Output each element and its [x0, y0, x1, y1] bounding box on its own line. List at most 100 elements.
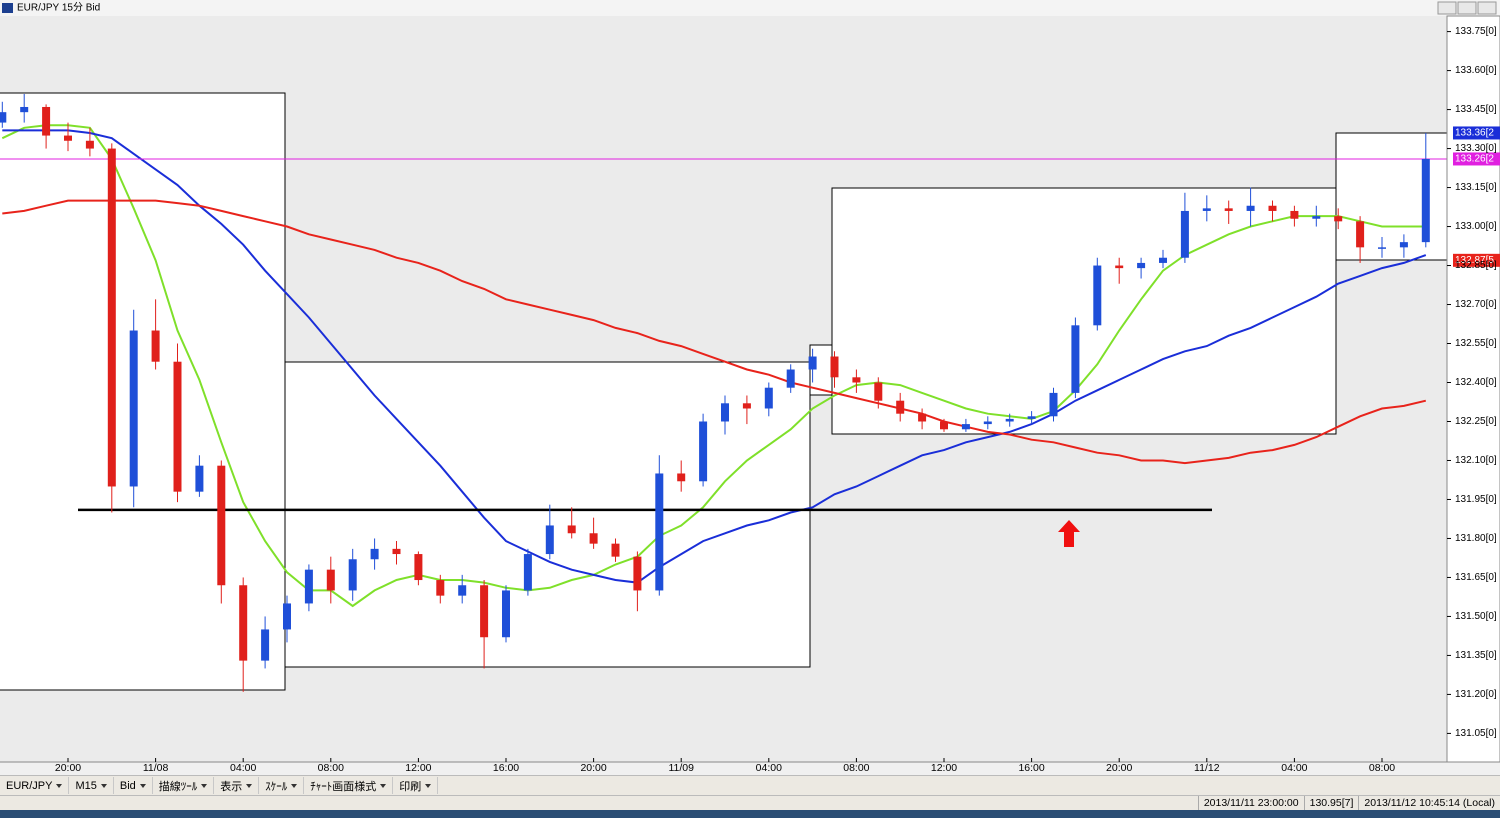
taskbar [0, 810, 1500, 818]
candle-body [173, 361, 182, 492]
candle-body [830, 356, 839, 378]
candle-body [721, 403, 729, 422]
candle-body [1312, 216, 1321, 219]
candle-body [414, 554, 423, 581]
axes: 133.36[2 133.26[2 132.87[5 133.75[0] 133.60[… [55, 26, 1500, 774]
x-tick-label: 04:00 [230, 762, 256, 774]
x-tick-label: 11/08 [143, 762, 169, 774]
candle-body [874, 382, 883, 401]
y-tick-label: 131.95[0] [1455, 494, 1497, 505]
candle-body [786, 369, 795, 388]
candle-body [42, 106, 51, 136]
x-tick-label: 20:00 [1106, 762, 1132, 774]
y-tick-label: 132.40[0] [1455, 377, 1497, 388]
y-tick-label: 132.10[0] [1455, 455, 1497, 466]
x-tick-label: 20:00 [580, 762, 606, 774]
toolbar-menu[interactable]: ﾁｬｰﾄ画面様式 [304, 777, 394, 794]
toolbar-menu[interactable]: 表示 [214, 777, 260, 794]
candle-body [64, 135, 72, 141]
candle-body [436, 580, 445, 596]
candle-body [1071, 325, 1080, 393]
maximize-button[interactable] [1457, 1, 1477, 15]
y-tick-label: 133.45[0] [1455, 104, 1497, 115]
candle-body [1268, 205, 1277, 211]
candle-body [1093, 265, 1102, 326]
x-tick-label: 08:00 [1369, 762, 1395, 774]
candle-body [85, 140, 94, 149]
candle-body [896, 400, 905, 414]
y-tick-label: 131.35[0] [1455, 650, 1497, 661]
toolbar-menu[interactable]: Bid [114, 777, 153, 794]
status-field: 130.95[7] [1303, 796, 1359, 810]
price-tag [1453, 126, 1500, 140]
range-box [0, 92, 286, 691]
title-bar [0, 0, 1500, 16]
x-tick-label: 11/12 [1194, 762, 1220, 774]
candle-body [699, 421, 708, 482]
candle-body [304, 569, 313, 604]
candle-body [961, 424, 970, 430]
x-tick-label: 12:00 [405, 762, 431, 774]
price-axis [1446, 15, 1500, 763]
candle-body [764, 387, 773, 409]
toolbar: EUR/JPY M15 Bid 描線ﾂｰﾙ 表示 ｽｹｰﾙ ﾁｬｰﾄ画面様式 印刷 [0, 775, 1500, 795]
candle-body [107, 148, 116, 487]
candle-body [567, 525, 576, 534]
range-box [284, 361, 811, 668]
candle-body [1027, 416, 1036, 419]
range-boxes [0, 92, 1447, 691]
y-tick-label: 133.60[0] [1455, 65, 1497, 76]
candle-body [1246, 205, 1255, 211]
candle-body [677, 473, 686, 482]
y-tick-label: 132.85[0] [1455, 260, 1497, 271]
x-tick-label: 16:00 [1018, 762, 1044, 774]
candle-body [348, 559, 357, 591]
y-tick-label: 133.15[0] [1455, 182, 1497, 193]
toolbar-menu[interactable]: ｽｹｰﾙ [259, 777, 305, 794]
candle-body [1159, 257, 1167, 263]
status-field: 2013/11/12 10:45:14 (Local) [1358, 796, 1500, 810]
minimize-button[interactable] [1437, 1, 1457, 15]
app-icon [2, 3, 13, 13]
candle-body [1137, 262, 1146, 269]
y-tick-label: 131.20[0] [1455, 689, 1497, 700]
moving-average-line [2, 129, 1427, 584]
status-bar: 2013/11/11 23:00:00 130.95[7] 2013/11/12 1… [0, 795, 1500, 810]
toolbar-menu[interactable]: 印刷 [393, 777, 439, 794]
price-tag [1453, 152, 1500, 166]
candle-body [283, 603, 291, 630]
candle-body [20, 106, 29, 113]
x-tick-label: 08:00 [318, 762, 344, 774]
y-tick-label: 131.65[0] [1455, 572, 1497, 583]
candle-body [261, 629, 270, 661]
y-tick-label: 133.00[0] [1455, 221, 1497, 232]
candle-body [1202, 208, 1211, 211]
toolbar-menu[interactable]: 描線ﾂｰﾙ [153, 777, 215, 794]
candle-body [633, 556, 642, 591]
candle-body [1224, 208, 1233, 211]
candle-body [1378, 247, 1386, 249]
candle-body [852, 377, 861, 383]
x-tick-label: 20:00 [55, 762, 81, 774]
toolbar-menu[interactable]: EUR/JPY [0, 777, 70, 794]
candle-body [151, 330, 160, 362]
y-tick-label: 132.55[0] [1455, 338, 1497, 349]
candle-body [1421, 158, 1430, 243]
status-field: 2013/11/11 23:00:00 [1197, 796, 1304, 810]
moving-average-line [2, 199, 1427, 465]
y-tick-label: 132.70[0] [1455, 299, 1497, 310]
candle-body [589, 533, 598, 544]
candle-body [918, 413, 927, 422]
x-tick-label: 04:00 [1281, 762, 1307, 774]
toolbar-menu[interactable]: M15 [69, 777, 114, 794]
candle-body [370, 548, 379, 560]
price-tag [1453, 253, 1500, 267]
close-button[interactable] [1477, 1, 1497, 15]
candle-body [326, 569, 335, 591]
candle-body [1005, 418, 1014, 422]
price-tag-label: 133.26[2 [1455, 154, 1494, 165]
y-tick-label: 131.80[0] [1455, 533, 1497, 544]
x-tick-label: 16:00 [493, 762, 519, 774]
candle-body [1180, 210, 1189, 258]
candle-body [392, 548, 401, 555]
